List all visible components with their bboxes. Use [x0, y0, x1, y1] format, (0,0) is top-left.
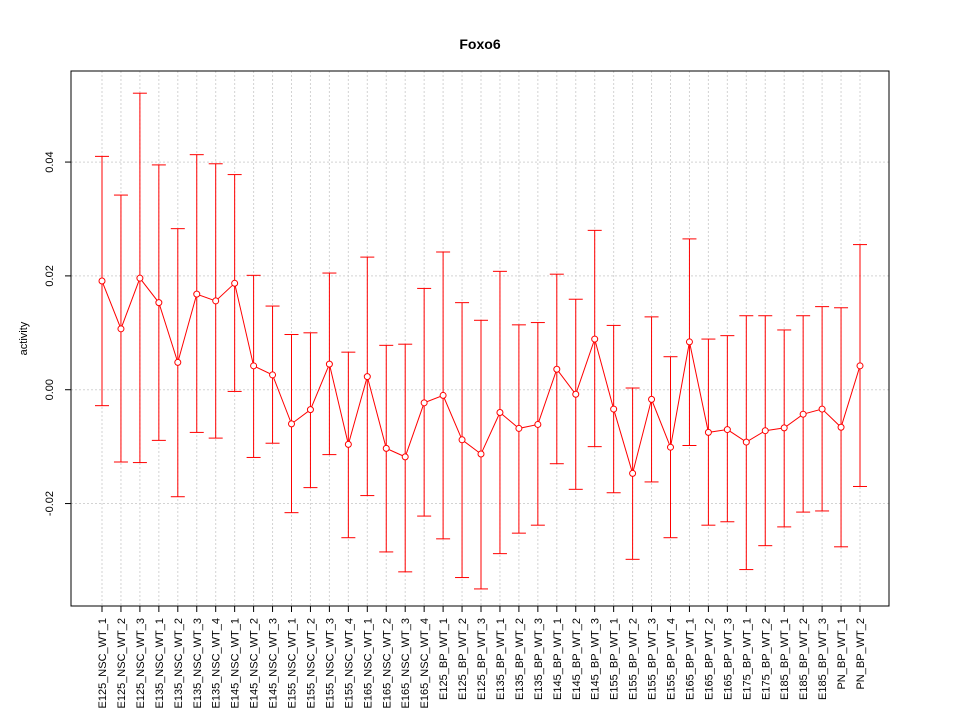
x-tick-label: E125_BP_WT_3: [476, 618, 488, 700]
plot-frame: [70, 70, 890, 607]
x-tick-label: E155_NSC_WT_3: [324, 618, 336, 709]
x-tick-label: E125_BP_WT_1: [438, 618, 450, 700]
data-point: [591, 335, 599, 343]
data-point: [629, 469, 637, 477]
x-tick-label: E125_NSC_WT_1: [97, 618, 109, 709]
x-tick-label: E155_NSC_WT_2: [305, 618, 317, 709]
data-point: [306, 406, 314, 414]
data-point: [610, 405, 618, 413]
x-tick-label: E155_BP_WT_3: [647, 618, 659, 700]
data-point: [856, 362, 864, 370]
data-point: [136, 274, 144, 282]
data-point: [174, 358, 182, 366]
x-axis: E125_NSC_WT_1 E125_NSC_WT_2 E125_NSC_WT_3 E…: [97, 606, 867, 709]
data-point: [325, 360, 333, 368]
x-tick-label: E135_BP_WT_3: [533, 618, 545, 700]
x-tick-label: E155_BP_WT_2: [628, 618, 640, 700]
data-point: [477, 450, 485, 458]
x-tick-label: E155_BP_WT_4: [666, 618, 678, 700]
x-tick-label: E125_NSC_WT_2: [116, 618, 128, 709]
y-tick-label: 0.02: [44, 265, 56, 286]
x-tick-label: E125_BP_WT_2: [457, 618, 469, 700]
x-tick-label: E135_BP_WT_2: [514, 618, 526, 700]
data-point: [155, 299, 163, 307]
data-point: [363, 373, 371, 381]
x-tick-label: E165_NSC_WT_3: [400, 618, 412, 709]
data-point: [344, 440, 352, 448]
x-tick-label: PN_BP_WT_1: [836, 618, 848, 690]
x-tick-label: E145_NSC_WT_2: [249, 618, 261, 709]
data-point: [761, 427, 769, 435]
x-tick-label: E175_BP_WT_2: [760, 618, 772, 700]
x-tick-label: E145_BP_WT_2: [571, 618, 583, 700]
x-tick-label: E145_NSC_WT_3: [268, 618, 280, 709]
x-tick-label: E165_BP_WT_3: [722, 618, 734, 700]
x-tick-label: E135_NSC_WT_4: [211, 618, 223, 709]
data-point: [648, 395, 656, 403]
x-tick-label: E135_NSC_WT_1: [154, 618, 166, 709]
x-tick-label: E125_NSC_WT_3: [135, 618, 147, 709]
data-point: [117, 325, 125, 333]
x-tick-label: E185_BP_WT_1: [779, 618, 791, 700]
data-point: [193, 290, 201, 298]
data-point: [98, 277, 106, 285]
data-point: [799, 410, 807, 418]
x-tick-label: E185_BP_WT_3: [817, 618, 829, 700]
x-tick-label: E165_NSC_WT_1: [362, 618, 374, 709]
data-point: [496, 408, 504, 416]
data-point: [534, 420, 542, 428]
data-point: [742, 438, 750, 446]
x-tick-label: E165_BP_WT_1: [684, 618, 696, 700]
x-tick-label: E135_BP_WT_1: [495, 618, 507, 700]
x-tick-label: E155_NSC_WT_4: [343, 618, 355, 709]
data-point: [212, 297, 220, 305]
data-points: [98, 274, 864, 477]
x-tick-label: E135_NSC_WT_3: [192, 618, 204, 709]
y-tick-label: 0.04: [44, 151, 56, 172]
data-point: [382, 444, 390, 452]
x-tick-label: E155_BP_WT_1: [609, 618, 621, 700]
x-tick-label: E185_BP_WT_2: [798, 618, 810, 700]
data-point: [439, 391, 447, 399]
x-tick-label: E145_BP_WT_1: [552, 618, 564, 700]
x-tick-label: E175_BP_WT_1: [741, 618, 753, 700]
data-point: [704, 428, 712, 436]
data-point: [818, 405, 826, 413]
y-tick-label: -0.02: [44, 491, 56, 516]
chart-title: Foxo6: [459, 36, 500, 52]
x-tick-label: E145_NSC_WT_1: [230, 618, 242, 709]
x-tick-label: E135_NSC_WT_2: [173, 618, 185, 709]
data-point: [420, 399, 428, 407]
data-point: [667, 443, 674, 451]
gridlines: [71, 71, 889, 606]
data-point: [269, 371, 277, 379]
data-point: [288, 420, 295, 428]
data-point: [401, 453, 409, 461]
x-tick-label: E165_NSC_WT_4: [419, 618, 431, 709]
data-point: [458, 436, 466, 444]
x-tick-label: E165_NSC_WT_2: [381, 618, 393, 709]
x-tick-label: PN_BP_WT_2: [855, 618, 867, 690]
data-point: [685, 338, 693, 346]
data-point: [572, 390, 580, 398]
x-tick-label: E145_BP_WT_3: [590, 618, 602, 700]
data-point: [515, 424, 523, 432]
y-axis-label: activity: [18, 321, 30, 355]
data-point: [723, 426, 731, 434]
y-axis: -0.02 0.00 0.02 0.04: [44, 151, 71, 516]
y-tick-label: 0.00: [44, 379, 56, 400]
data-point: [250, 362, 258, 370]
data-point: [780, 424, 788, 432]
data-point: [231, 279, 239, 287]
x-tick-label: E165_BP_WT_2: [703, 618, 715, 700]
data-point: [553, 365, 561, 373]
data-point: [837, 423, 845, 431]
x-tick-label: E155_NSC_WT_1: [287, 618, 299, 709]
